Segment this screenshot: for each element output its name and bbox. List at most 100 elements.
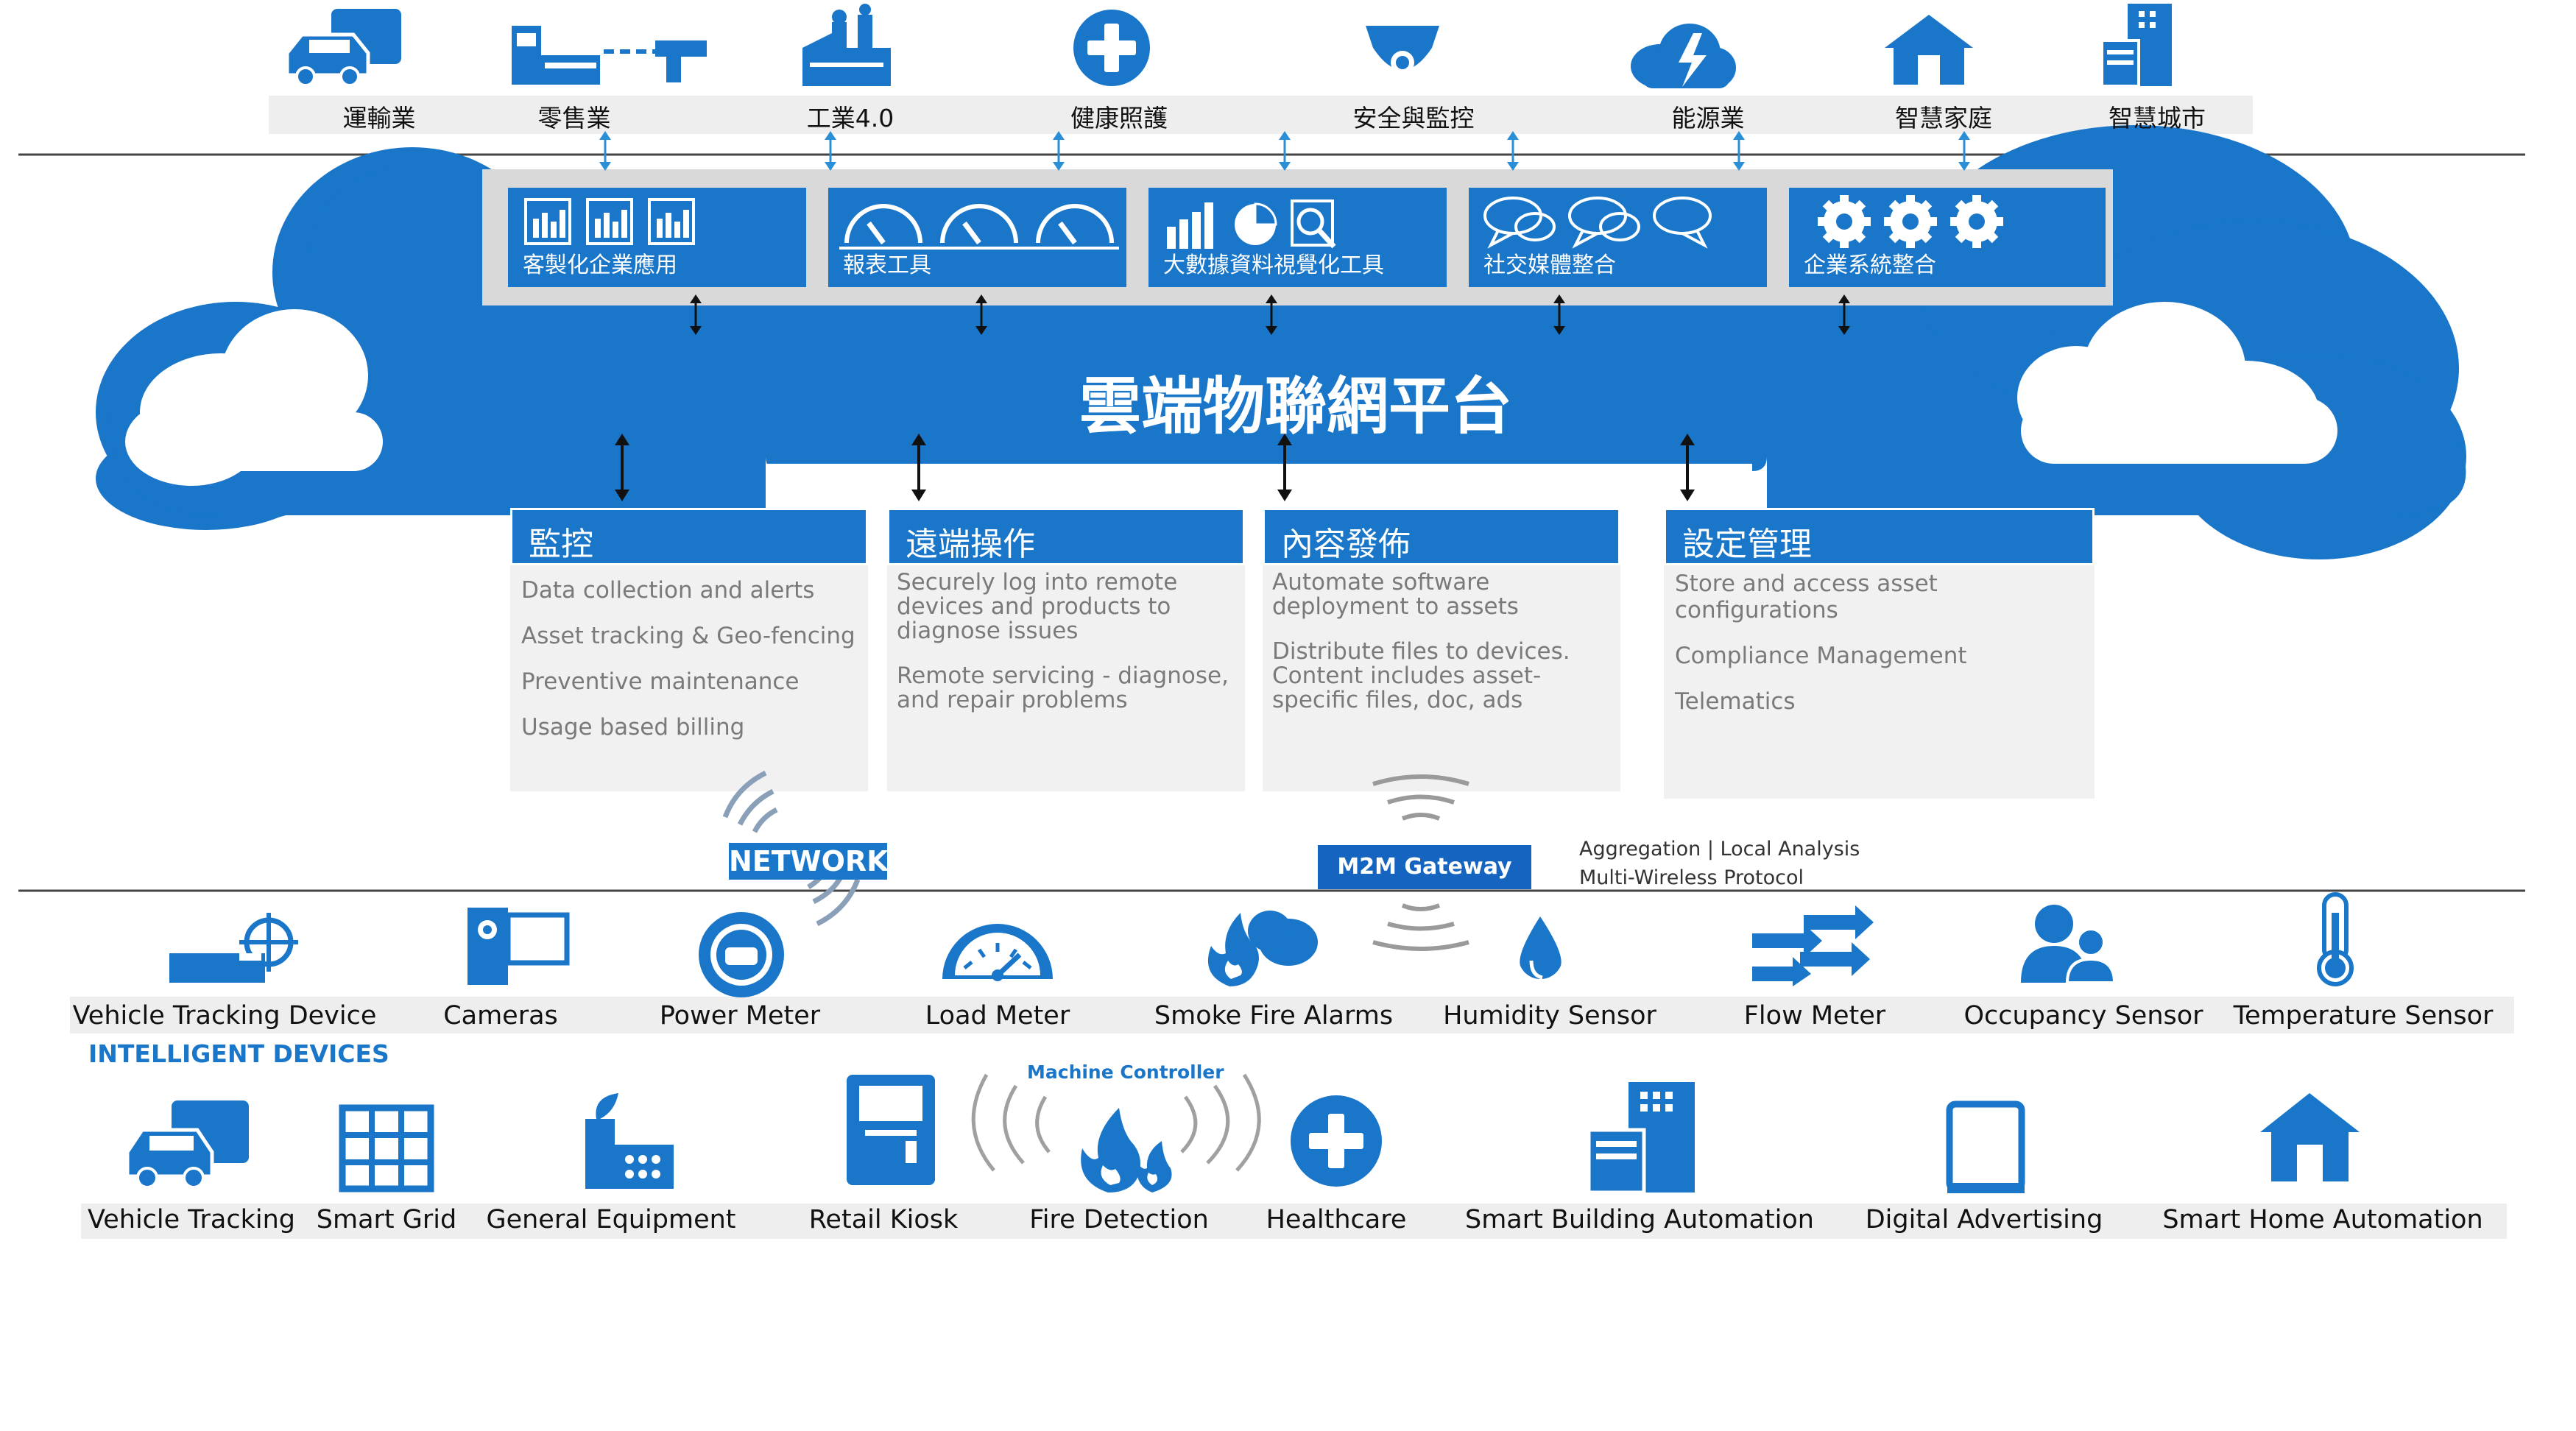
- service-item: Compliance Management: [1675, 643, 1967, 669]
- home-icon: [2260, 1093, 2360, 1181]
- platform-title: 雲端物聯網平台: [1079, 370, 1512, 442]
- device-label: Occupancy Sensor: [1963, 1001, 2203, 1031]
- service-item: Securely log into remote devices and pro…: [897, 569, 1178, 644]
- chart-analytics-icon: [1167, 199, 1336, 249]
- devices-row1-strip: [70, 997, 2514, 1034]
- intelligent-devices-heading: INTELLIGENT DEVICES: [88, 1039, 389, 1068]
- gauge-icon: [839, 204, 1119, 250]
- cloud-puffs: [125, 302, 2337, 486]
- service-item: Preventive maintenance: [521, 668, 800, 695]
- equipment-icon: [585, 1093, 674, 1189]
- tool-label: 企業系統整合: [1804, 252, 1936, 278]
- device-label: General Equipment: [486, 1205, 736, 1234]
- gateway-note: Aggregation | Local Analysis: [1579, 838, 1860, 861]
- fire-icon: [1081, 1108, 1172, 1192]
- service-arrows: [621, 438, 1689, 497]
- factory-icon: [802, 4, 891, 86]
- grid-icon: [339, 1104, 434, 1192]
- device-label: Cameras: [443, 1001, 558, 1031]
- industry-label: 零售業: [537, 104, 611, 132]
- industry-label: 工業4.0: [806, 104, 894, 132]
- service-items: Data collection and alerts Asset trackin…: [521, 578, 860, 740]
- tool-box-enterprise: 企業系統整合: [1789, 188, 2106, 287]
- building-icon: [1587, 1082, 1695, 1195]
- device-label: Vehicle Tracking: [88, 1205, 295, 1234]
- tool-box-custom-apps: 客製化企業應用: [508, 188, 806, 287]
- controller-waves-icon: [971, 1073, 1261, 1172]
- device-label: Fire Detection: [1029, 1205, 1209, 1234]
- service-item: Data collection and alerts: [521, 577, 815, 604]
- industries-strip: [269, 96, 2253, 134]
- service-item: Distribute files to devices. Content inc…: [1272, 638, 1570, 713]
- service-item: Asset tracking & Geo-fencing: [521, 623, 855, 649]
- truck-car-icon: [125, 1100, 249, 1189]
- service-header-content: 內容發佈: [1263, 508, 1620, 565]
- service-title: 遠端操作: [906, 526, 1035, 563]
- device-label: Smart Grid: [316, 1205, 457, 1234]
- device-label: Power Meter: [659, 1001, 821, 1031]
- industry-label: 智慧家庭: [1895, 104, 1992, 132]
- industry-label: 運輸業: [342, 104, 416, 132]
- tool-box-bigdata: 大數據資料視覺化工具: [1148, 188, 1447, 287]
- camera-icon: [467, 908, 570, 985]
- service-item: Telematics: [1675, 688, 1796, 715]
- tool-label: 報表工具: [843, 252, 931, 278]
- machine-controller-label: Machine Controller: [1027, 1061, 1224, 1083]
- security-camera-icon: [1366, 26, 1439, 74]
- power-meter-icon: [699, 912, 784, 997]
- tool-label: 大數據資料視覺化工具: [1163, 252, 1384, 278]
- m2m-gateway-label: M2M Gateway: [1318, 845, 1531, 889]
- device-label: Smoke Fire Alarms: [1154, 1001, 1394, 1031]
- medical-cross-icon: [1291, 1095, 1382, 1187]
- service-item: Remote servicing - diagnose, and repair …: [897, 662, 1229, 713]
- tool-box-social: 社交媒體整合: [1469, 188, 1767, 287]
- tablet-icon: [1946, 1100, 2025, 1193]
- gateway-waves-icon: [1372, 774, 1469, 951]
- tracking-device-icon: [169, 913, 298, 983]
- network-label: NETWORK: [729, 843, 889, 880]
- service-header-config: 設定管理: [1664, 508, 2095, 565]
- service-items: Automate software deployment to assets D…: [1272, 570, 1615, 713]
- energy-cloud-icon: [1631, 24, 1736, 88]
- retail-icon: [512, 26, 707, 85]
- thermometer-icon: [2317, 892, 2354, 986]
- service-title: 設定管理: [1682, 526, 1812, 563]
- service-item: Automate software deployment to assets: [1272, 569, 1519, 620]
- devices-row2-strip: [81, 1204, 2507, 1239]
- service-header-remote: 遠端操作: [887, 508, 1245, 565]
- tool-label: 客製化企業應用: [523, 252, 677, 278]
- gears-icon: [1818, 195, 2003, 248]
- industry-label: 智慧城市: [2109, 104, 2206, 132]
- service-items: Store and access asset configurations Co…: [1675, 570, 2087, 715]
- device-label: Healthcare: [1266, 1205, 1407, 1234]
- truck-car-icon: [285, 9, 401, 87]
- tool-box-reports: 報表工具: [828, 188, 1126, 287]
- device-label: Smart Home Automation: [2162, 1205, 2483, 1234]
- industry-label: 健康照護: [1070, 104, 1168, 132]
- service-items: Securely log into remote devices and pro…: [897, 570, 1235, 713]
- home-icon: [1885, 15, 1973, 85]
- device-label: Temperature Sensor: [2233, 1001, 2494, 1031]
- service-item: Usage based billing: [521, 714, 745, 741]
- gateway-note: Multi-Wireless Protocol: [1579, 866, 1804, 889]
- device-label: Smart Building Automation: [1465, 1205, 1814, 1234]
- service-item: Store and access asset configurations: [1675, 570, 1938, 623]
- device-label: Retail Kiosk: [808, 1205, 959, 1234]
- water-drop-icon: [1520, 916, 1562, 980]
- device-label: Flow Meter: [1743, 1001, 1886, 1031]
- service-header-monitoring: 監控: [510, 508, 868, 565]
- smoke-fire-icon: [1207, 911, 1318, 986]
- kiosk-icon: [847, 1075, 935, 1185]
- service-title: 內容發佈: [1281, 526, 1411, 563]
- load-meter-icon: [942, 924, 1053, 981]
- service-title: 監控: [529, 526, 593, 563]
- device-label: Digital Advertising: [1865, 1205, 2103, 1234]
- device-label: Humidity Sensor: [1443, 1001, 1656, 1031]
- industry-label: 能源業: [1671, 104, 1745, 132]
- tool-arrows: [694, 298, 1846, 331]
- people-icon: [2021, 905, 2117, 984]
- chat-bubbles-icon: [1483, 197, 1712, 249]
- dashboard-panels-icon: [524, 198, 695, 245]
- industry-label: 安全與監控: [1352, 104, 1475, 132]
- device-label: Vehicle Tracking Device: [72, 1001, 377, 1031]
